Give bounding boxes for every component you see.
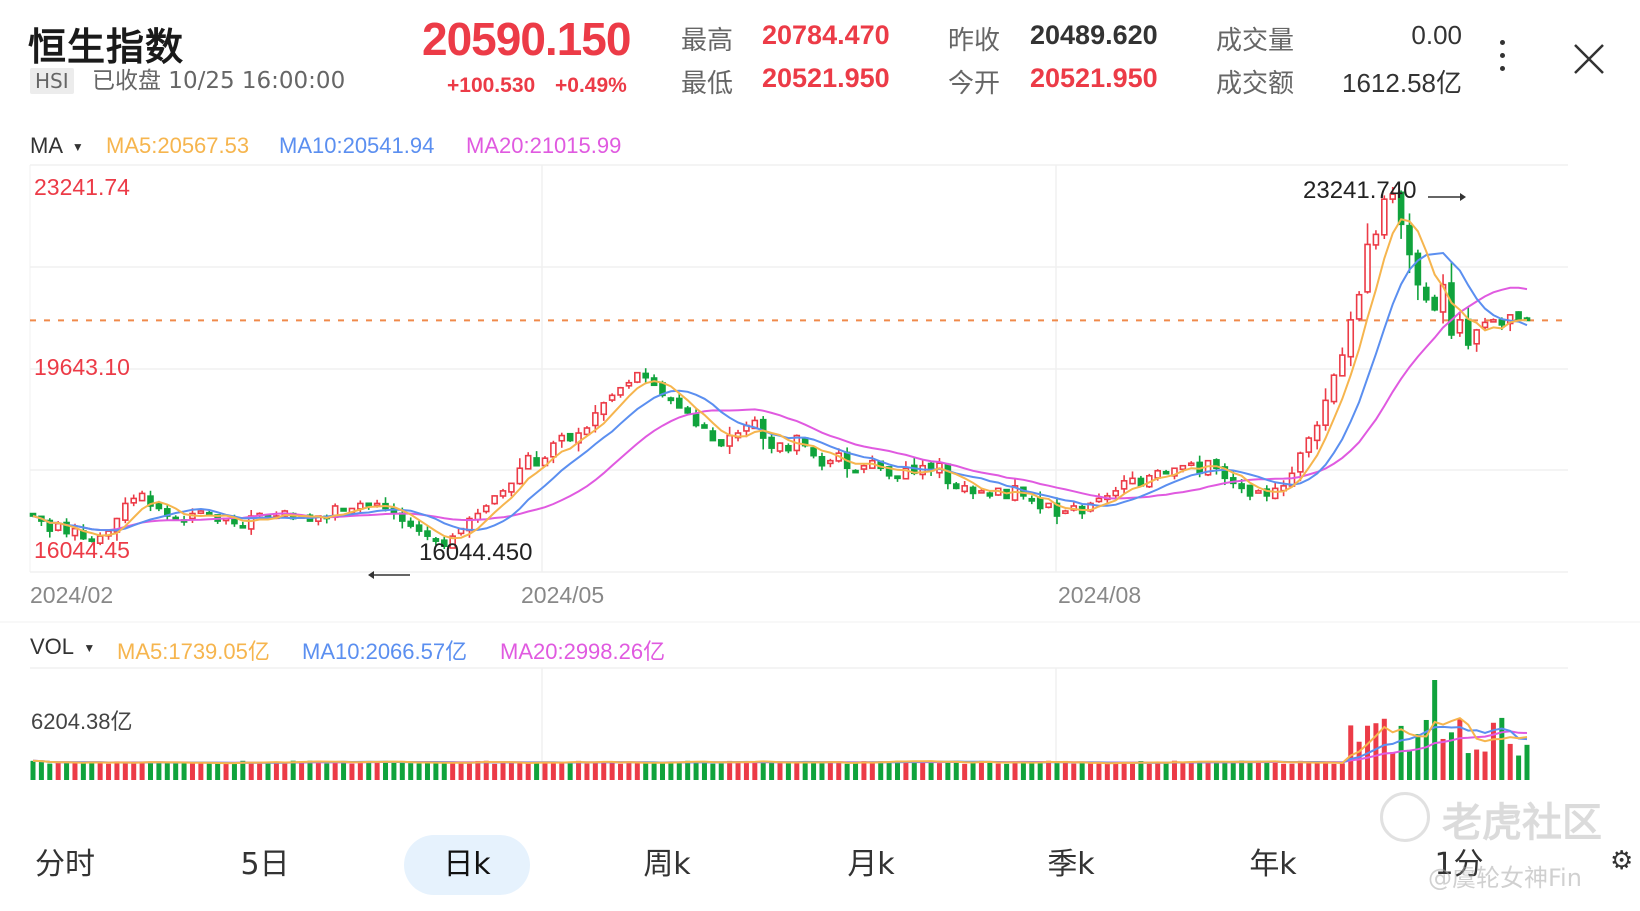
close-button[interactable] [1572, 42, 1606, 76]
watermark-user: @虞轮女神Fin [1428, 864, 1582, 892]
price-axis-high: 23241.74 [34, 174, 130, 200]
period-tabs: 分时 5日 日k 周k 月k 季k 年k 1分 [0, 830, 1640, 900]
tab-5day[interactable]: 5日 [240, 847, 290, 882]
settings-icon[interactable]: ⚙ [1610, 846, 1634, 876]
candlestick-chart[interactable] [0, 0, 1640, 820]
stat-open-label: 今开 [948, 69, 1001, 99]
price-axis-low: 16044.45 [34, 537, 130, 563]
min-price-annotation: 16044.450 [419, 539, 533, 566]
tab-daily-k[interactable]: 日k [404, 835, 530, 895]
tab-intraday[interactable]: 分时 [35, 847, 95, 882]
volume-indicator-selector[interactable]: VOL ▼ [30, 634, 95, 660]
more-options-button[interactable] [1497, 40, 1507, 80]
stat-prevclose-value: 20489.620 [1030, 20, 1158, 50]
price-indicator-selector[interactable]: MA ▼ [30, 133, 84, 159]
stat-low-label: 最低 [681, 69, 734, 99]
max-price-annotation: 23241.740 [1303, 177, 1417, 204]
ma5-legend: MA5:20567.53 [106, 133, 250, 158]
caret-down-icon: ▼ [83, 641, 96, 656]
vol-ma20-legend: MA20:2998.26亿 [500, 639, 666, 664]
tab-quarterly-k[interactable]: 季k [1047, 847, 1095, 882]
volume-axis-high: 6204.38亿 [31, 709, 133, 734]
date-label-feb: 2024/02 [30, 582, 114, 608]
stat-low-value: 20521.950 [762, 63, 890, 93]
watermark-logo-icon [1380, 792, 1430, 842]
price-change-pct: +0.49% [555, 74, 627, 97]
tab-weekly-k[interactable]: 周k [643, 847, 691, 882]
ticker-badge: HSI [30, 68, 74, 94]
ellipsis-dot [1499, 53, 1505, 58]
price-axis-mid: 19643.10 [34, 354, 130, 380]
indicator-label: MA [30, 133, 62, 158]
last-price: 20590.150 [422, 13, 631, 65]
market-status: 已收盘 10/25 16:00:00 [92, 68, 346, 94]
stat-turnover-value: 1612.58亿 [1342, 68, 1462, 98]
vol-ma5-legend: MA5:1739.05亿 [117, 639, 270, 664]
instrument-title: 恒生指数 [28, 25, 185, 69]
close-icon [1574, 44, 1604, 74]
vertical-ellipsis-icon [1499, 40, 1505, 45]
tab-monthly-k[interactable]: 月k [847, 847, 895, 882]
stat-prevclose-label: 昨收 [948, 26, 1001, 56]
stat-high-value: 20784.470 [762, 20, 890, 50]
watermark-brand: 老虎社区 [1442, 800, 1602, 846]
caret-down-icon: ▼ [71, 140, 84, 155]
tab-yearly-k[interactable]: 年k [1249, 847, 1297, 882]
vol-ma10-legend: MA10:2066.57亿 [302, 639, 468, 664]
price-change: +100.530 [447, 74, 536, 97]
ma10-legend: MA10:20541.94 [279, 133, 435, 158]
date-label-may: 2024/05 [521, 582, 605, 608]
stat-volume-value: 0.00 [1411, 20, 1462, 50]
stat-open-value: 20521.950 [1030, 63, 1158, 93]
ellipsis-dot [1499, 66, 1505, 71]
indicator-label: VOL [30, 634, 74, 659]
tab-1min[interactable]: 1分 [1434, 847, 1484, 882]
date-label-aug: 2024/08 [1058, 582, 1142, 608]
ma20-legend: MA20:21015.99 [466, 133, 622, 158]
stat-turnover-label: 成交额 [1216, 69, 1295, 99]
stat-high-label: 最高 [681, 26, 734, 56]
stat-volume-label: 成交量 [1216, 26, 1295, 56]
